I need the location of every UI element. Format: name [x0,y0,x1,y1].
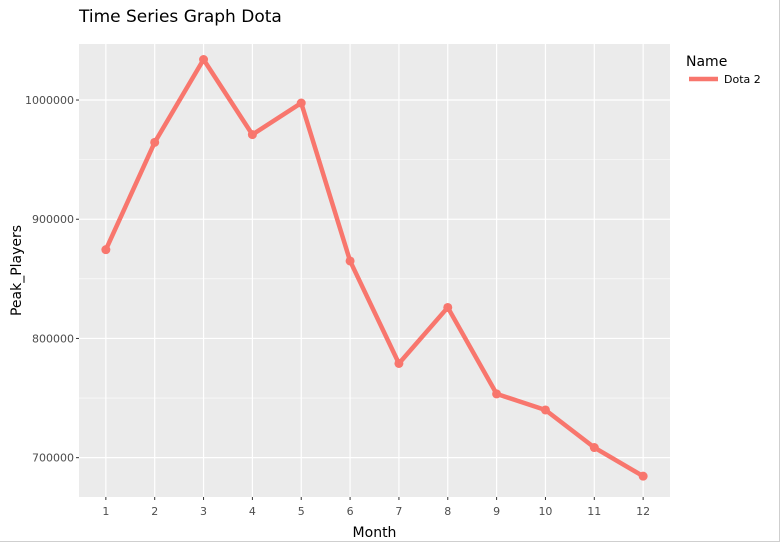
data-point [247,130,257,140]
series-layer [101,54,648,481]
data-point [101,245,111,255]
data-point [150,137,160,147]
x-tick-label: 11 [587,505,601,518]
x-tick-label: 5 [298,505,305,518]
x-tick-label: 4 [249,505,256,518]
legend-label-dota-2: Dota 2 [724,73,761,86]
x-tick-label: 2 [151,505,158,518]
x-tick-label: 3 [200,505,207,518]
x-tick-label: 8 [444,505,451,518]
minor-gridlines [79,159,670,399]
data-point [540,405,550,415]
x-axis: 1 2 3 4 5 6 7 8 9 10 11 12 [102,497,650,518]
series-line-dota-2 [103,57,645,479]
data-point [345,256,355,266]
data-point [296,98,306,108]
plot-panel [79,44,670,497]
x-axis-label: Month [353,525,397,541]
x-tick-label: 9 [493,505,500,518]
data-point [394,358,404,368]
y-tick-label: 1000000 [25,94,74,107]
y-tick-label: 700000 [32,452,74,465]
legend: Name Dota 2 [686,54,761,86]
y-tick-label: 800000 [32,332,74,345]
x-tick-label: 6 [347,505,354,518]
data-point [589,443,599,453]
x-tick-label: 12 [636,505,650,518]
y-axis-label: Peak_Players [9,225,25,316]
major-gridlines [79,44,670,497]
x-tick-label: 1 [102,505,109,518]
legend-title: Name [686,54,727,70]
x-tick-label: 7 [395,505,402,518]
data-point [443,302,453,312]
y-axis: 700000 800000 900000 1000000 [25,94,79,465]
x-tick-label: 10 [538,505,552,518]
data-point [199,54,209,64]
data-point [638,471,648,481]
y-tick-label: 900000 [32,213,74,226]
chart-title: Time Series Graph Dota [78,7,282,27]
data-point [492,389,502,399]
